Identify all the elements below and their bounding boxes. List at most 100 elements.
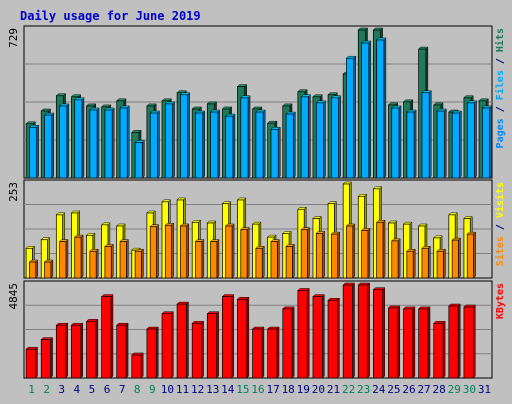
bar-files-day-15 <box>240 97 249 179</box>
legend-part: Files <box>494 70 506 100</box>
bar-sites-day-4 <box>74 236 82 279</box>
bar-sites-day-30 <box>466 233 474 279</box>
bar-kbytes-day-29 <box>448 305 459 379</box>
bar-kbytes-day-14 <box>222 296 233 379</box>
day-label-30: 30 <box>463 383 476 396</box>
bar-kbytes-day-8 <box>131 354 142 379</box>
bar-files-day-5 <box>89 109 98 179</box>
bar-sites-day-10 <box>164 224 172 279</box>
bar-sites-day-17 <box>270 241 278 279</box>
day-label-22: 22 <box>342 383 355 396</box>
bar-kbytes-day-25 <box>388 307 399 379</box>
panel-3: 4845 KBytes <box>7 280 506 379</box>
bar-files-day-24 <box>376 39 385 179</box>
bar-sites-day-13 <box>210 241 218 279</box>
bar-kbytes-day-23 <box>357 284 368 379</box>
bar-kbytes-day-6 <box>101 296 112 379</box>
day-label-7: 7 <box>119 383 126 396</box>
bar-files-day-4 <box>74 99 83 179</box>
day-label-12: 12 <box>191 383 204 396</box>
legend-part: / <box>495 52 506 70</box>
legend-part: Hits <box>494 28 506 52</box>
bar-sites-day-1 <box>29 261 37 279</box>
bar-files-day-9 <box>149 112 158 179</box>
day-label-13: 13 <box>206 383 219 396</box>
bar-sites-day-15 <box>240 229 248 279</box>
bar-files-day-29 <box>451 112 460 179</box>
bar-sites-day-14 <box>225 225 233 279</box>
day-label-14: 14 <box>221 383 235 396</box>
legend-part: / <box>495 218 506 236</box>
bar-kbytes-day-10 <box>161 313 172 379</box>
legend-part: Pages <box>495 118 506 148</box>
bar-sites-day-25 <box>391 240 399 279</box>
bar-sites-day-24 <box>376 221 384 279</box>
bar-sites-day-7 <box>119 241 127 279</box>
bar-sites-day-12 <box>195 241 203 279</box>
bar-files-day-10 <box>164 103 173 179</box>
bar-kbytes-day-15 <box>237 298 248 379</box>
bar-files-day-1 <box>29 126 38 179</box>
day-label-25: 25 <box>387 383 400 396</box>
chart-title: Daily usage for June 2019 <box>20 9 201 23</box>
bar-kbytes-day-18 <box>282 308 293 379</box>
bar-sites-day-26 <box>406 250 414 279</box>
bar-files-day-19 <box>300 96 309 179</box>
panel-2: 253 Sites / Visits <box>7 179 506 279</box>
day-label-17: 17 <box>266 383 279 396</box>
bar-kbytes-day-13 <box>206 313 217 379</box>
legend-part: Visits <box>494 182 506 218</box>
day-label-15: 15 <box>236 383 249 396</box>
bar-files-day-17 <box>270 128 279 179</box>
bar-kbytes-day-28 <box>433 322 444 379</box>
day-label-19: 19 <box>297 383 310 396</box>
day-label-27: 27 <box>417 383 430 396</box>
bar-kbytes-day-9 <box>146 328 157 379</box>
bar-files-day-18 <box>285 113 294 179</box>
panel-3-ymax-label: 4845 <box>7 283 20 310</box>
bar-files-day-16 <box>255 111 264 179</box>
bar-sites-day-3 <box>59 241 67 279</box>
bar-kbytes-day-12 <box>191 322 202 379</box>
bar-files-day-31 <box>481 107 490 179</box>
bar-files-day-13 <box>210 111 219 179</box>
bar-sites-day-28 <box>436 250 444 279</box>
day-label-5: 5 <box>89 383 96 396</box>
panel-1-ymax-label: 729 <box>7 28 20 48</box>
x-axis-day-labels: 1 2 3 4 5 6 7 8 9 10 11 12 13 14 15 16 17 18 19 20 21 22 23 24 2… <box>28 383 491 396</box>
bar-files-day-27 <box>421 92 430 179</box>
panel-1-legend: Pages / Files / Hits <box>494 28 506 148</box>
bar-files-day-23 <box>361 42 370 179</box>
bar-sites-day-5 <box>89 250 97 279</box>
bar-files-day-7 <box>119 107 128 179</box>
bar-sites-day-19 <box>300 229 308 279</box>
day-label-4: 4 <box>74 383 81 396</box>
bar-files-day-2 <box>44 114 53 179</box>
bar-files-day-21 <box>331 97 339 179</box>
day-label-3: 3 <box>58 383 65 396</box>
day-label-26: 26 <box>402 383 415 396</box>
bar-kbytes-day-11 <box>176 303 187 379</box>
bar-kbytes-day-4 <box>71 324 82 379</box>
bar-kbytes-day-20 <box>312 296 323 379</box>
bar-files-day-20 <box>315 102 324 179</box>
bar-files-day-28 <box>436 110 445 179</box>
day-label-18: 18 <box>282 383 295 396</box>
bar-kbytes-day-2 <box>40 339 51 379</box>
bar-files-day-25 <box>391 107 400 179</box>
bar-sites-day-9 <box>149 226 157 279</box>
bar-sites-day-6 <box>104 246 112 279</box>
day-label-28: 28 <box>433 383 446 396</box>
bar-kbytes-day-1 <box>25 348 36 379</box>
day-label-1: 1 <box>28 383 35 396</box>
day-label-29: 29 <box>448 383 461 396</box>
bar-kbytes-day-5 <box>86 321 97 379</box>
bar-kbytes-day-3 <box>55 324 67 379</box>
bar-sites-day-18 <box>285 246 293 279</box>
panel-2-ymax-label: 253 <box>7 182 20 202</box>
bar-sites-day-29 <box>451 239 459 279</box>
bar-kbytes-day-26 <box>403 308 414 379</box>
day-label-2: 2 <box>43 383 50 396</box>
